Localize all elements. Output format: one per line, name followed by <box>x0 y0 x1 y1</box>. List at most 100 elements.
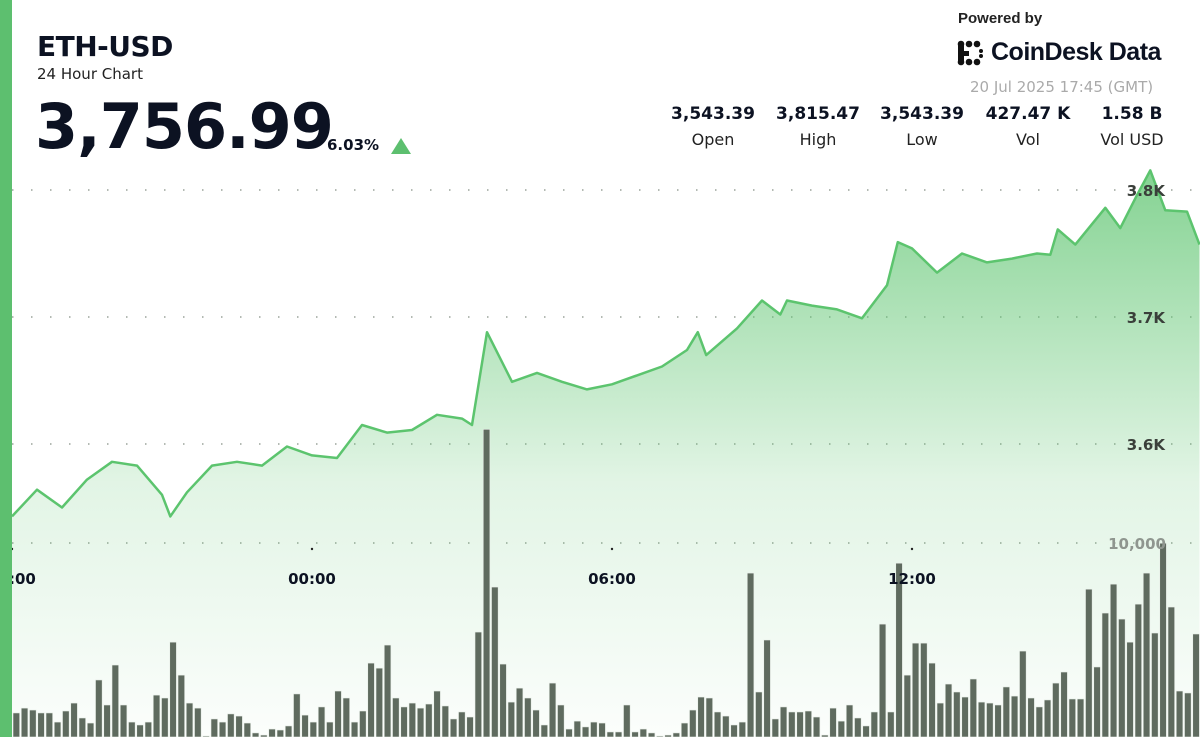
volume-bar <box>557 704 565 737</box>
volume-bar <box>301 714 309 737</box>
volume-bar <box>482 429 491 737</box>
stat-low: 3,543.39 Low <box>867 104 977 149</box>
x-tick-label: 06:00 <box>588 570 636 588</box>
volume-bar <box>994 704 1002 737</box>
volume-bar <box>1093 666 1101 737</box>
volume-bar <box>276 729 284 737</box>
volume-bar <box>449 718 458 737</box>
volume-bar <box>119 704 128 737</box>
volume-bar <box>548 682 557 737</box>
volume-bar <box>136 724 144 737</box>
stat-value: 1.58 B <box>1101 104 1163 124</box>
volume-bar <box>631 731 639 737</box>
x-tick-label: 00:00 <box>288 570 336 588</box>
volume-bar <box>606 731 614 737</box>
volume-bar <box>722 715 730 737</box>
volume-bar <box>334 690 342 737</box>
volume-bar <box>705 697 713 737</box>
volume-bar <box>227 713 235 737</box>
volume-bar <box>647 732 656 737</box>
volume-bar <box>367 662 375 737</box>
volume-bar <box>243 722 251 737</box>
powered-by: Powered by <box>958 10 1043 27</box>
volume-bar <box>804 710 812 737</box>
x-tick-mark <box>910 547 914 551</box>
volume-bar <box>1134 603 1142 737</box>
volume-bar <box>359 710 367 737</box>
volume-bar <box>689 709 697 737</box>
y-tick-label: 3.6K <box>1127 436 1167 454</box>
up-triangle-icon <box>391 138 411 154</box>
stat-high: 3,815.47 High <box>763 104 873 149</box>
volume-bar <box>515 687 524 737</box>
volume-bar <box>540 724 548 737</box>
x-tick-mark <box>310 547 314 551</box>
volume-bar <box>86 722 95 737</box>
volume-bar <box>218 721 227 737</box>
volume-bar <box>953 691 961 737</box>
volume-bar <box>944 683 953 737</box>
volume-bar <box>95 679 103 737</box>
volume-bar <box>887 711 895 737</box>
volume-bar <box>779 706 788 737</box>
volume-bar <box>37 712 45 737</box>
volume-bar <box>697 696 705 737</box>
volume-bar <box>144 721 152 737</box>
timestamp: 20 Jul 2025 17:45 (GMT) <box>970 78 1154 96</box>
volume-bar <box>895 562 903 737</box>
volume-bar <box>969 678 977 737</box>
volume-bar <box>837 720 845 737</box>
volume-bar <box>1159 542 1167 737</box>
stat-label: Low <box>906 130 938 149</box>
volume-bar <box>62 710 70 737</box>
volume-bar <box>614 731 623 737</box>
volume-bar <box>1002 686 1010 737</box>
volume-bar <box>911 642 920 737</box>
volume-bar <box>458 711 466 737</box>
volume-bar <box>111 664 119 737</box>
volume-bar <box>383 644 392 737</box>
stat-vol-usd: 1.58 B Vol USD <box>1077 104 1187 149</box>
price-line <box>11 169 1200 518</box>
volume-bar <box>1101 612 1109 737</box>
volume-bar <box>812 716 821 737</box>
y-tick-label: 3.8K <box>1127 182 1167 200</box>
volume-bar <box>920 642 928 737</box>
volume-bar <box>746 572 755 737</box>
volume-bar <box>590 721 598 737</box>
volume-bar <box>29 709 37 737</box>
volume-bar <box>491 586 499 737</box>
symbol-title: ETH-USD <box>37 30 173 63</box>
volume-bar <box>581 726 590 737</box>
volume-bar <box>1118 618 1126 737</box>
volume-bar <box>1175 690 1184 737</box>
volume-bar <box>1052 682 1060 737</box>
current-price: 3,756.99 <box>35 90 334 163</box>
volume-bar <box>639 728 647 737</box>
volume-bar <box>103 704 111 737</box>
volume-bar <box>936 702 944 737</box>
brand-name: CoinDesk Data <box>991 38 1161 66</box>
volume-bar <box>251 732 260 737</box>
volume-bar <box>928 662 936 737</box>
volume-bar <box>235 715 243 737</box>
volume-bar <box>623 704 631 737</box>
volume-bar <box>854 717 862 737</box>
volume-bar <box>1192 633 1200 737</box>
volume-bar <box>986 702 994 737</box>
volume-bar <box>466 716 474 737</box>
volume-bar <box>903 674 911 737</box>
volume-bar <box>532 709 540 737</box>
volume-bar <box>1060 671 1068 737</box>
volume-bar <box>20 707 29 737</box>
volume-bar <box>326 721 334 737</box>
volume-bar <box>713 711 722 737</box>
chart-subtitle: 24 Hour Chart <box>37 65 143 83</box>
volume-bar <box>152 694 161 737</box>
volume-bar <box>771 718 779 737</box>
stat-value: 427.47 K <box>985 104 1071 124</box>
volume-bar <box>433 690 441 737</box>
volume-bar <box>284 725 293 737</box>
